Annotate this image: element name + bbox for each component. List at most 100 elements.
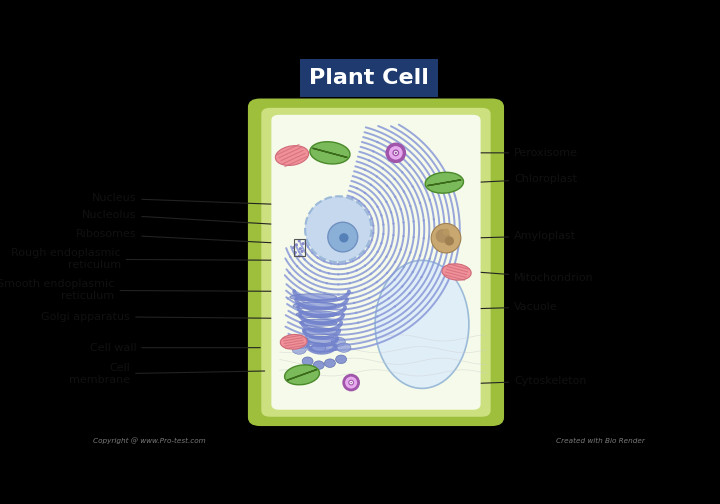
- Ellipse shape: [295, 339, 309, 348]
- Ellipse shape: [357, 322, 359, 324]
- Ellipse shape: [296, 265, 298, 267]
- Ellipse shape: [401, 171, 403, 173]
- Ellipse shape: [323, 260, 325, 263]
- Ellipse shape: [328, 222, 358, 252]
- Ellipse shape: [292, 246, 295, 249]
- Ellipse shape: [433, 238, 435, 240]
- Ellipse shape: [402, 221, 405, 224]
- Ellipse shape: [289, 256, 292, 258]
- Ellipse shape: [368, 159, 370, 162]
- Ellipse shape: [382, 223, 384, 226]
- Ellipse shape: [297, 239, 301, 242]
- Ellipse shape: [419, 202, 421, 204]
- Ellipse shape: [377, 250, 379, 253]
- Ellipse shape: [289, 294, 337, 301]
- Text: Golgi apparatus: Golgi apparatus: [42, 311, 306, 322]
- Ellipse shape: [400, 208, 402, 210]
- Ellipse shape: [393, 178, 396, 180]
- Ellipse shape: [339, 233, 348, 242]
- Ellipse shape: [428, 199, 431, 201]
- Ellipse shape: [337, 283, 340, 286]
- Ellipse shape: [364, 168, 366, 171]
- Text: Created with Bio Render: Created with Bio Render: [557, 438, 645, 444]
- Ellipse shape: [305, 273, 307, 275]
- Ellipse shape: [443, 228, 449, 235]
- Ellipse shape: [351, 196, 354, 199]
- Ellipse shape: [351, 260, 354, 263]
- Ellipse shape: [392, 222, 395, 225]
- Ellipse shape: [380, 242, 382, 244]
- Ellipse shape: [382, 167, 384, 169]
- Text: Rough endoplasmic
reticulum: Rough endoplasmic reticulum: [11, 248, 300, 270]
- Ellipse shape: [371, 198, 373, 200]
- Ellipse shape: [315, 279, 317, 281]
- Ellipse shape: [380, 214, 382, 217]
- Ellipse shape: [382, 289, 384, 291]
- Ellipse shape: [370, 273, 372, 275]
- Text: Vacuole: Vacuole: [473, 302, 558, 312]
- Ellipse shape: [364, 288, 366, 290]
- Ellipse shape: [305, 197, 372, 262]
- Ellipse shape: [292, 345, 306, 354]
- Ellipse shape: [336, 355, 346, 363]
- Ellipse shape: [302, 242, 305, 245]
- Ellipse shape: [387, 159, 390, 161]
- Ellipse shape: [297, 255, 301, 258]
- Ellipse shape: [295, 243, 298, 246]
- Ellipse shape: [368, 297, 370, 299]
- Ellipse shape: [306, 336, 337, 343]
- Ellipse shape: [378, 265, 381, 267]
- Ellipse shape: [368, 211, 370, 213]
- Ellipse shape: [377, 206, 379, 208]
- Ellipse shape: [299, 247, 302, 250]
- Ellipse shape: [302, 357, 313, 365]
- Ellipse shape: [348, 282, 351, 284]
- Ellipse shape: [309, 345, 337, 352]
- Ellipse shape: [387, 144, 405, 161]
- Ellipse shape: [412, 271, 414, 273]
- Text: Cell wall: Cell wall: [90, 343, 260, 353]
- Ellipse shape: [300, 250, 304, 253]
- Ellipse shape: [275, 146, 309, 165]
- Ellipse shape: [413, 236, 415, 238]
- Text: Peroxisome: Peroxisome: [408, 148, 578, 158]
- Ellipse shape: [394, 261, 396, 263]
- Ellipse shape: [310, 288, 312, 290]
- Ellipse shape: [296, 311, 337, 318]
- Ellipse shape: [364, 251, 366, 254]
- Ellipse shape: [385, 256, 387, 258]
- Text: Nucleus: Nucleus: [92, 193, 319, 206]
- Ellipse shape: [321, 302, 324, 304]
- Ellipse shape: [292, 289, 295, 291]
- Ellipse shape: [401, 285, 403, 288]
- Ellipse shape: [299, 281, 301, 283]
- Ellipse shape: [412, 185, 414, 188]
- Ellipse shape: [330, 262, 332, 265]
- Ellipse shape: [343, 375, 359, 390]
- Ellipse shape: [377, 316, 379, 318]
- Ellipse shape: [302, 328, 337, 335]
- Ellipse shape: [287, 297, 289, 299]
- Ellipse shape: [337, 273, 340, 276]
- Text: Copyright @ www.Pro-test.com: Copyright @ www.Pro-test.com: [93, 437, 205, 444]
- Text: Plant Cell: Plant Cell: [309, 68, 429, 88]
- Ellipse shape: [402, 191, 405, 193]
- Ellipse shape: [419, 255, 421, 257]
- Ellipse shape: [372, 150, 374, 153]
- Ellipse shape: [358, 200, 360, 202]
- Ellipse shape: [337, 263, 340, 266]
- Ellipse shape: [356, 187, 358, 190]
- Ellipse shape: [360, 178, 362, 180]
- Ellipse shape: [337, 303, 340, 306]
- Ellipse shape: [386, 184, 388, 187]
- Ellipse shape: [323, 292, 326, 294]
- Ellipse shape: [445, 236, 454, 245]
- Ellipse shape: [372, 224, 374, 227]
- Ellipse shape: [372, 232, 374, 234]
- FancyBboxPatch shape: [248, 98, 504, 426]
- Ellipse shape: [337, 324, 340, 326]
- Ellipse shape: [431, 223, 461, 253]
- Ellipse shape: [364, 265, 366, 267]
- Ellipse shape: [307, 245, 309, 248]
- Ellipse shape: [313, 361, 324, 369]
